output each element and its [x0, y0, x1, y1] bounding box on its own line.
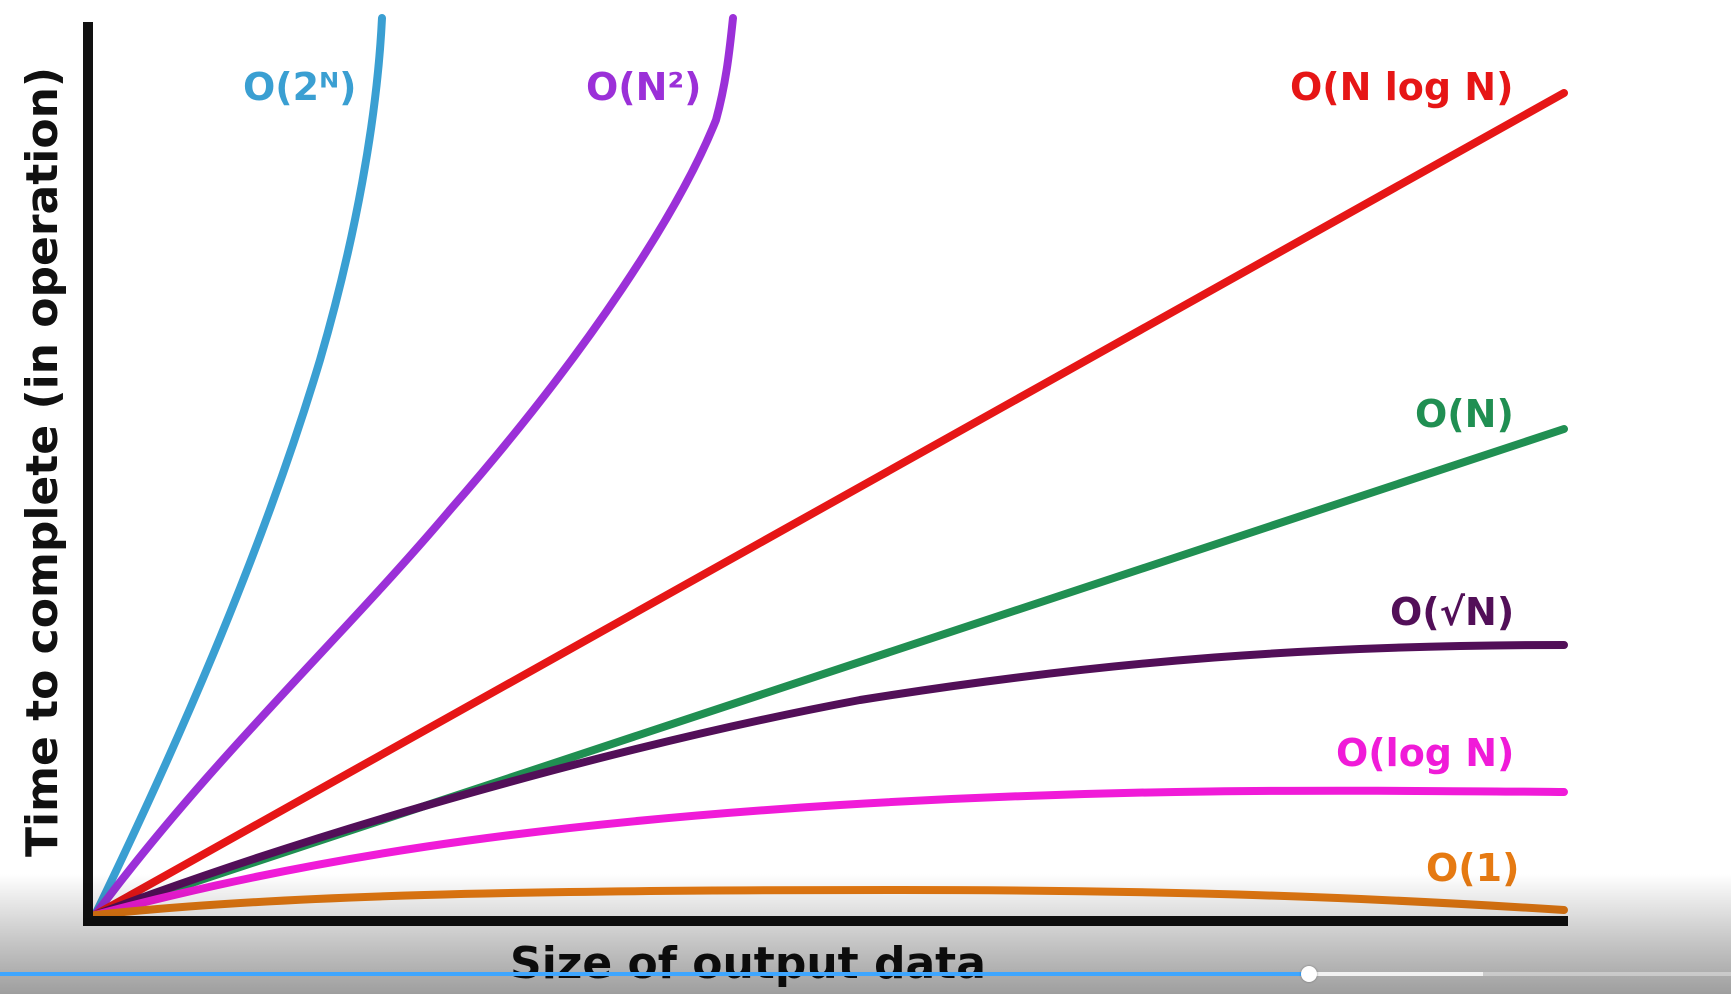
series-line-quadratic [91, 14, 737, 919]
series-label-exponential: O(2ᴺ) [243, 65, 357, 109]
series-line-n-log-n [91, 89, 1568, 919]
scrubber-handle[interactable] [1300, 966, 1317, 982]
y-axis-label: Time to complete (in operation) [17, 67, 68, 857]
progress-played [0, 972, 1309, 976]
series-line-sqrt [91, 641, 1568, 919]
series-label-linear: O(N) [1415, 392, 1514, 436]
video-progress-bar[interactable] [0, 966, 1731, 982]
series-lines [91, 14, 1568, 919]
series-label-sqrt: O(√N) [1390, 590, 1514, 634]
series-line-exponential [91, 14, 386, 919]
series-label-quadratic: O(N²) [586, 65, 701, 109]
series-line-logarithmic [91, 786, 1568, 919]
series-label-constant: O(1) [1426, 846, 1519, 890]
series-label-n-log-n: O(N log N) [1290, 65, 1513, 109]
series-line-constant [91, 885, 1568, 919]
series-label-logarithmic: O(log N) [1336, 731, 1514, 775]
x-axis-label: Size of output data [510, 938, 986, 989]
